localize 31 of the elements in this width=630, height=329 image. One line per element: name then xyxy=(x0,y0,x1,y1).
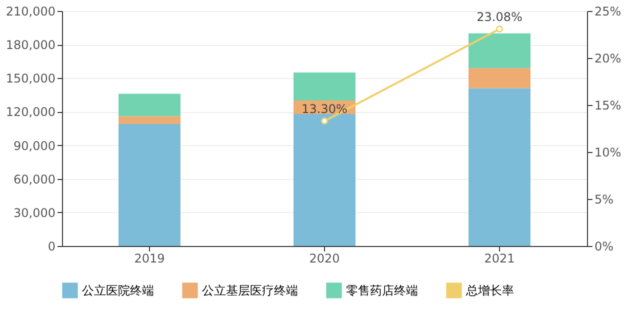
bar xyxy=(118,116,180,124)
y-tick-label: 180,000 xyxy=(6,38,56,52)
y-tick-label: 30,000 xyxy=(14,206,56,220)
bar xyxy=(294,72,356,101)
y2-tick-label: 25% xyxy=(594,4,622,18)
y2-tick-label: 0% xyxy=(594,240,614,254)
bar xyxy=(468,68,530,88)
y-tick-label: 90,000 xyxy=(14,138,56,153)
bar xyxy=(468,88,530,246)
y-tick-label: 120,000 xyxy=(6,105,56,120)
y-tick-label: 150,000 xyxy=(6,72,56,86)
x-tick-label: 2021 xyxy=(484,252,515,266)
bar xyxy=(118,94,180,116)
bar xyxy=(468,33,530,68)
bar xyxy=(294,114,356,246)
legend-label: 总增长率 xyxy=(465,283,514,298)
y2-tick-label: 10% xyxy=(594,146,622,160)
legend-label: 公立医院终端 xyxy=(82,283,154,298)
y2-tick-label: 20% xyxy=(594,52,622,66)
legend-label: 公立基层医疗终端 xyxy=(202,283,298,298)
y-tick-label: 0 xyxy=(48,240,56,254)
legend-label: 零售药店终端 xyxy=(346,283,418,298)
y-tick-label: 210,000 xyxy=(6,4,56,18)
data-label: 13.30% xyxy=(302,102,348,116)
y2-tick-label: 5% xyxy=(594,192,614,206)
data-label: 23.08% xyxy=(476,10,522,24)
bar xyxy=(118,124,180,246)
x-tick-label: 2019 xyxy=(134,252,165,266)
y-tick-label: 60,000 xyxy=(14,172,56,186)
y2-tick-label: 15% xyxy=(594,98,622,112)
x-tick-label: 2020 xyxy=(309,252,340,266)
